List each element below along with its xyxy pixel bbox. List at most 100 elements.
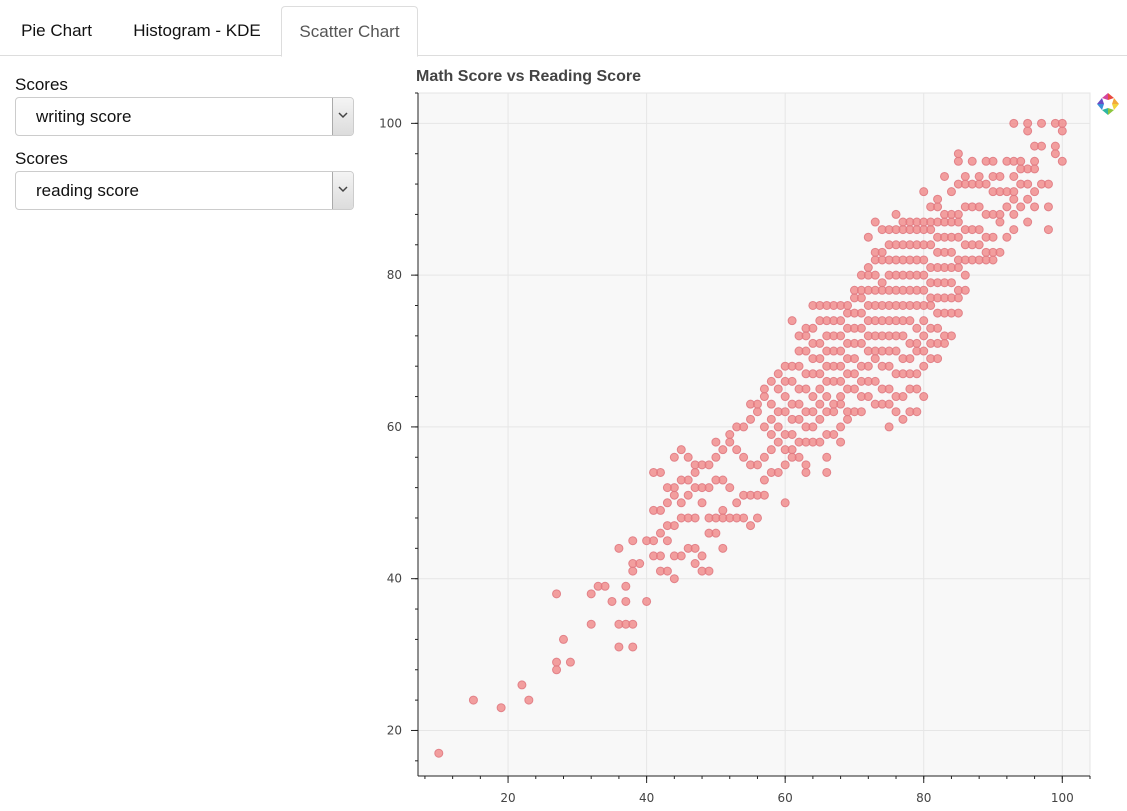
data-point <box>870 376 880 386</box>
data-point <box>1023 217 1033 227</box>
data-point <box>759 392 769 402</box>
data-point <box>759 452 769 462</box>
data-point <box>960 171 970 181</box>
data-point <box>926 240 936 250</box>
data-point <box>815 354 825 364</box>
data-point <box>856 308 866 318</box>
x-select-chevron-down-icon[interactable] <box>332 98 353 135</box>
bokeh-logo-icon[interactable] <box>1095 91 1121 117</box>
y-select-label: Scores <box>15 149 68 168</box>
data-point <box>628 566 638 576</box>
tab-histogram-kde[interactable]: Histogram - KDE <box>133 21 261 40</box>
data-point <box>988 232 998 242</box>
data-point <box>815 414 825 424</box>
data-point <box>801 331 811 341</box>
data-point <box>621 581 631 591</box>
data-point <box>1009 118 1019 128</box>
data-point <box>434 748 444 758</box>
data-point <box>822 467 832 477</box>
x-score-select[interactable]: writing score <box>15 97 354 136</box>
data-point <box>759 422 769 432</box>
data-point <box>552 657 562 667</box>
data-point <box>1009 225 1019 235</box>
data-point <box>711 528 721 538</box>
data-point <box>794 361 804 371</box>
data-point <box>1050 149 1060 159</box>
data-point <box>919 270 929 280</box>
data-point <box>884 422 894 432</box>
data-point <box>946 187 956 197</box>
data-point <box>662 498 672 508</box>
data-point <box>988 255 998 265</box>
data-point <box>836 437 846 447</box>
data-point <box>815 437 825 447</box>
data-point <box>960 270 970 280</box>
data-point <box>1037 141 1047 151</box>
data-point <box>725 437 735 447</box>
data-point <box>787 316 797 326</box>
data-point <box>870 217 880 227</box>
data-point <box>926 300 936 310</box>
data-point <box>995 171 1005 181</box>
data-point <box>1009 194 1019 204</box>
data-point <box>628 619 638 629</box>
data-point <box>933 194 943 204</box>
x-tick-label: 100 <box>1051 791 1074 805</box>
data-point <box>662 566 672 576</box>
y-score-select[interactable]: reading score <box>15 171 354 210</box>
data-point <box>905 316 915 326</box>
data-point <box>815 399 825 409</box>
data-point <box>912 384 922 394</box>
data-point <box>759 384 769 394</box>
y-score-select-value: reading score <box>36 181 140 200</box>
data-point <box>995 209 1005 219</box>
data-point <box>974 225 984 235</box>
tab-scatter-chart[interactable]: Scatter Chart <box>281 6 418 57</box>
data-point <box>669 490 679 500</box>
x-tick-label: 60 <box>778 791 793 805</box>
data-point <box>995 247 1005 257</box>
y-tick-label: 60 <box>387 420 402 434</box>
data-point <box>877 247 887 257</box>
data-point <box>849 384 859 394</box>
data-point <box>953 293 963 303</box>
data-point <box>746 414 756 424</box>
data-point <box>801 346 811 356</box>
data-point <box>732 498 742 508</box>
data-point <box>836 422 846 432</box>
data-point <box>773 384 783 394</box>
data-point <box>1050 141 1060 151</box>
data-point <box>1009 187 1019 197</box>
data-point <box>517 680 527 690</box>
data-point <box>496 703 506 713</box>
data-point <box>787 430 797 439</box>
data-point <box>1030 164 1040 174</box>
data-point <box>773 422 783 432</box>
data-point <box>836 376 846 386</box>
y-select-chevron-down-icon[interactable] <box>332 172 353 209</box>
data-point <box>829 399 839 409</box>
data-point <box>586 589 596 599</box>
data-point <box>725 483 735 493</box>
data-point <box>725 430 735 439</box>
data-point <box>822 392 832 402</box>
data-point <box>780 498 790 508</box>
data-point <box>752 407 762 417</box>
data-point <box>697 483 707 493</box>
data-point <box>718 505 728 515</box>
data-point <box>1043 225 1053 235</box>
data-point <box>794 399 804 409</box>
x-tick-label: 80 <box>916 791 931 805</box>
x-select-label: Scores <box>15 75 68 94</box>
data-point <box>919 316 929 326</box>
tab-pie-chart[interactable]: Pie Chart <box>21 21 92 40</box>
data-point <box>711 437 721 447</box>
data-point <box>635 559 645 569</box>
data-point <box>732 445 742 455</box>
data-point <box>919 187 929 197</box>
data-point <box>759 490 769 500</box>
data-point <box>801 467 811 477</box>
data-point <box>815 338 825 348</box>
data-point <box>919 346 929 356</box>
